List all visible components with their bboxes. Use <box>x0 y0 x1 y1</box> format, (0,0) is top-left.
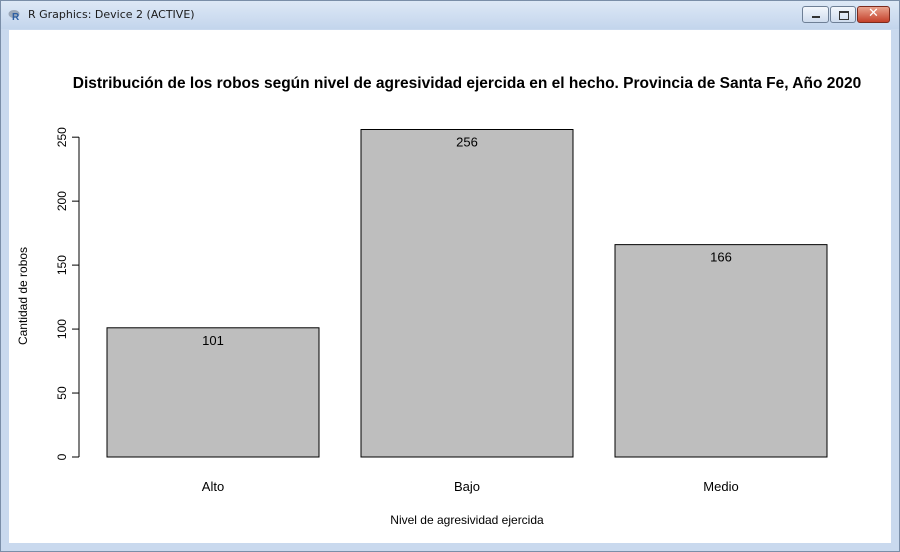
y-tick-label: 150 <box>55 255 69 275</box>
x-axis-label: Nivel de agresividad ejercida <box>390 513 544 527</box>
minimize-icon <box>812 16 820 18</box>
x-category-label: Medio <box>703 479 738 494</box>
bar-chart: Distribución de los robos según nivel de… <box>16 75 861 527</box>
y-axis-ticks: 0 50 100 150 200 250 <box>55 127 79 460</box>
y-tick-label: 50 <box>55 386 69 400</box>
x-category-label: Bajo <box>454 479 480 494</box>
bar-value-label: 256 <box>456 135 478 150</box>
bar-bajo <box>360 129 574 458</box>
window-title: R Graphics: Device 2 (ACTIVE) <box>28 8 195 21</box>
bar-value-label: 101 <box>202 333 224 348</box>
y-axis-label: Cantidad de robos <box>16 247 30 345</box>
y-tick-label: 0 <box>55 453 69 460</box>
minimize-button[interactable] <box>802 6 829 23</box>
chart-title: Distribución de los robos según nivel de… <box>73 75 861 92</box>
r-logo-icon: R <box>8 10 20 21</box>
bars: 101 Alto 256 Bajo 166 Medio <box>106 129 828 494</box>
svg-text:R: R <box>12 12 20 21</box>
close-icon: ✕ <box>868 6 879 21</box>
y-tick-label: 100 <box>55 319 69 339</box>
y-tick-label: 200 <box>55 191 69 211</box>
maximize-button[interactable] <box>830 6 856 23</box>
close-button[interactable]: ✕ <box>857 6 890 23</box>
bar-alto <box>106 327 320 458</box>
bar-value-label: 166 <box>710 250 732 265</box>
title-bar[interactable]: R R Graphics: Device 2 (ACTIVE) ✕ <box>1 1 899 29</box>
bar-medio <box>614 244 828 458</box>
plot-canvas: Distribución de los robos según nivel de… <box>9 30 891 543</box>
maximize-icon <box>839 11 849 20</box>
y-tick-label: 250 <box>55 127 69 147</box>
x-category-label: Alto <box>202 479 224 494</box>
